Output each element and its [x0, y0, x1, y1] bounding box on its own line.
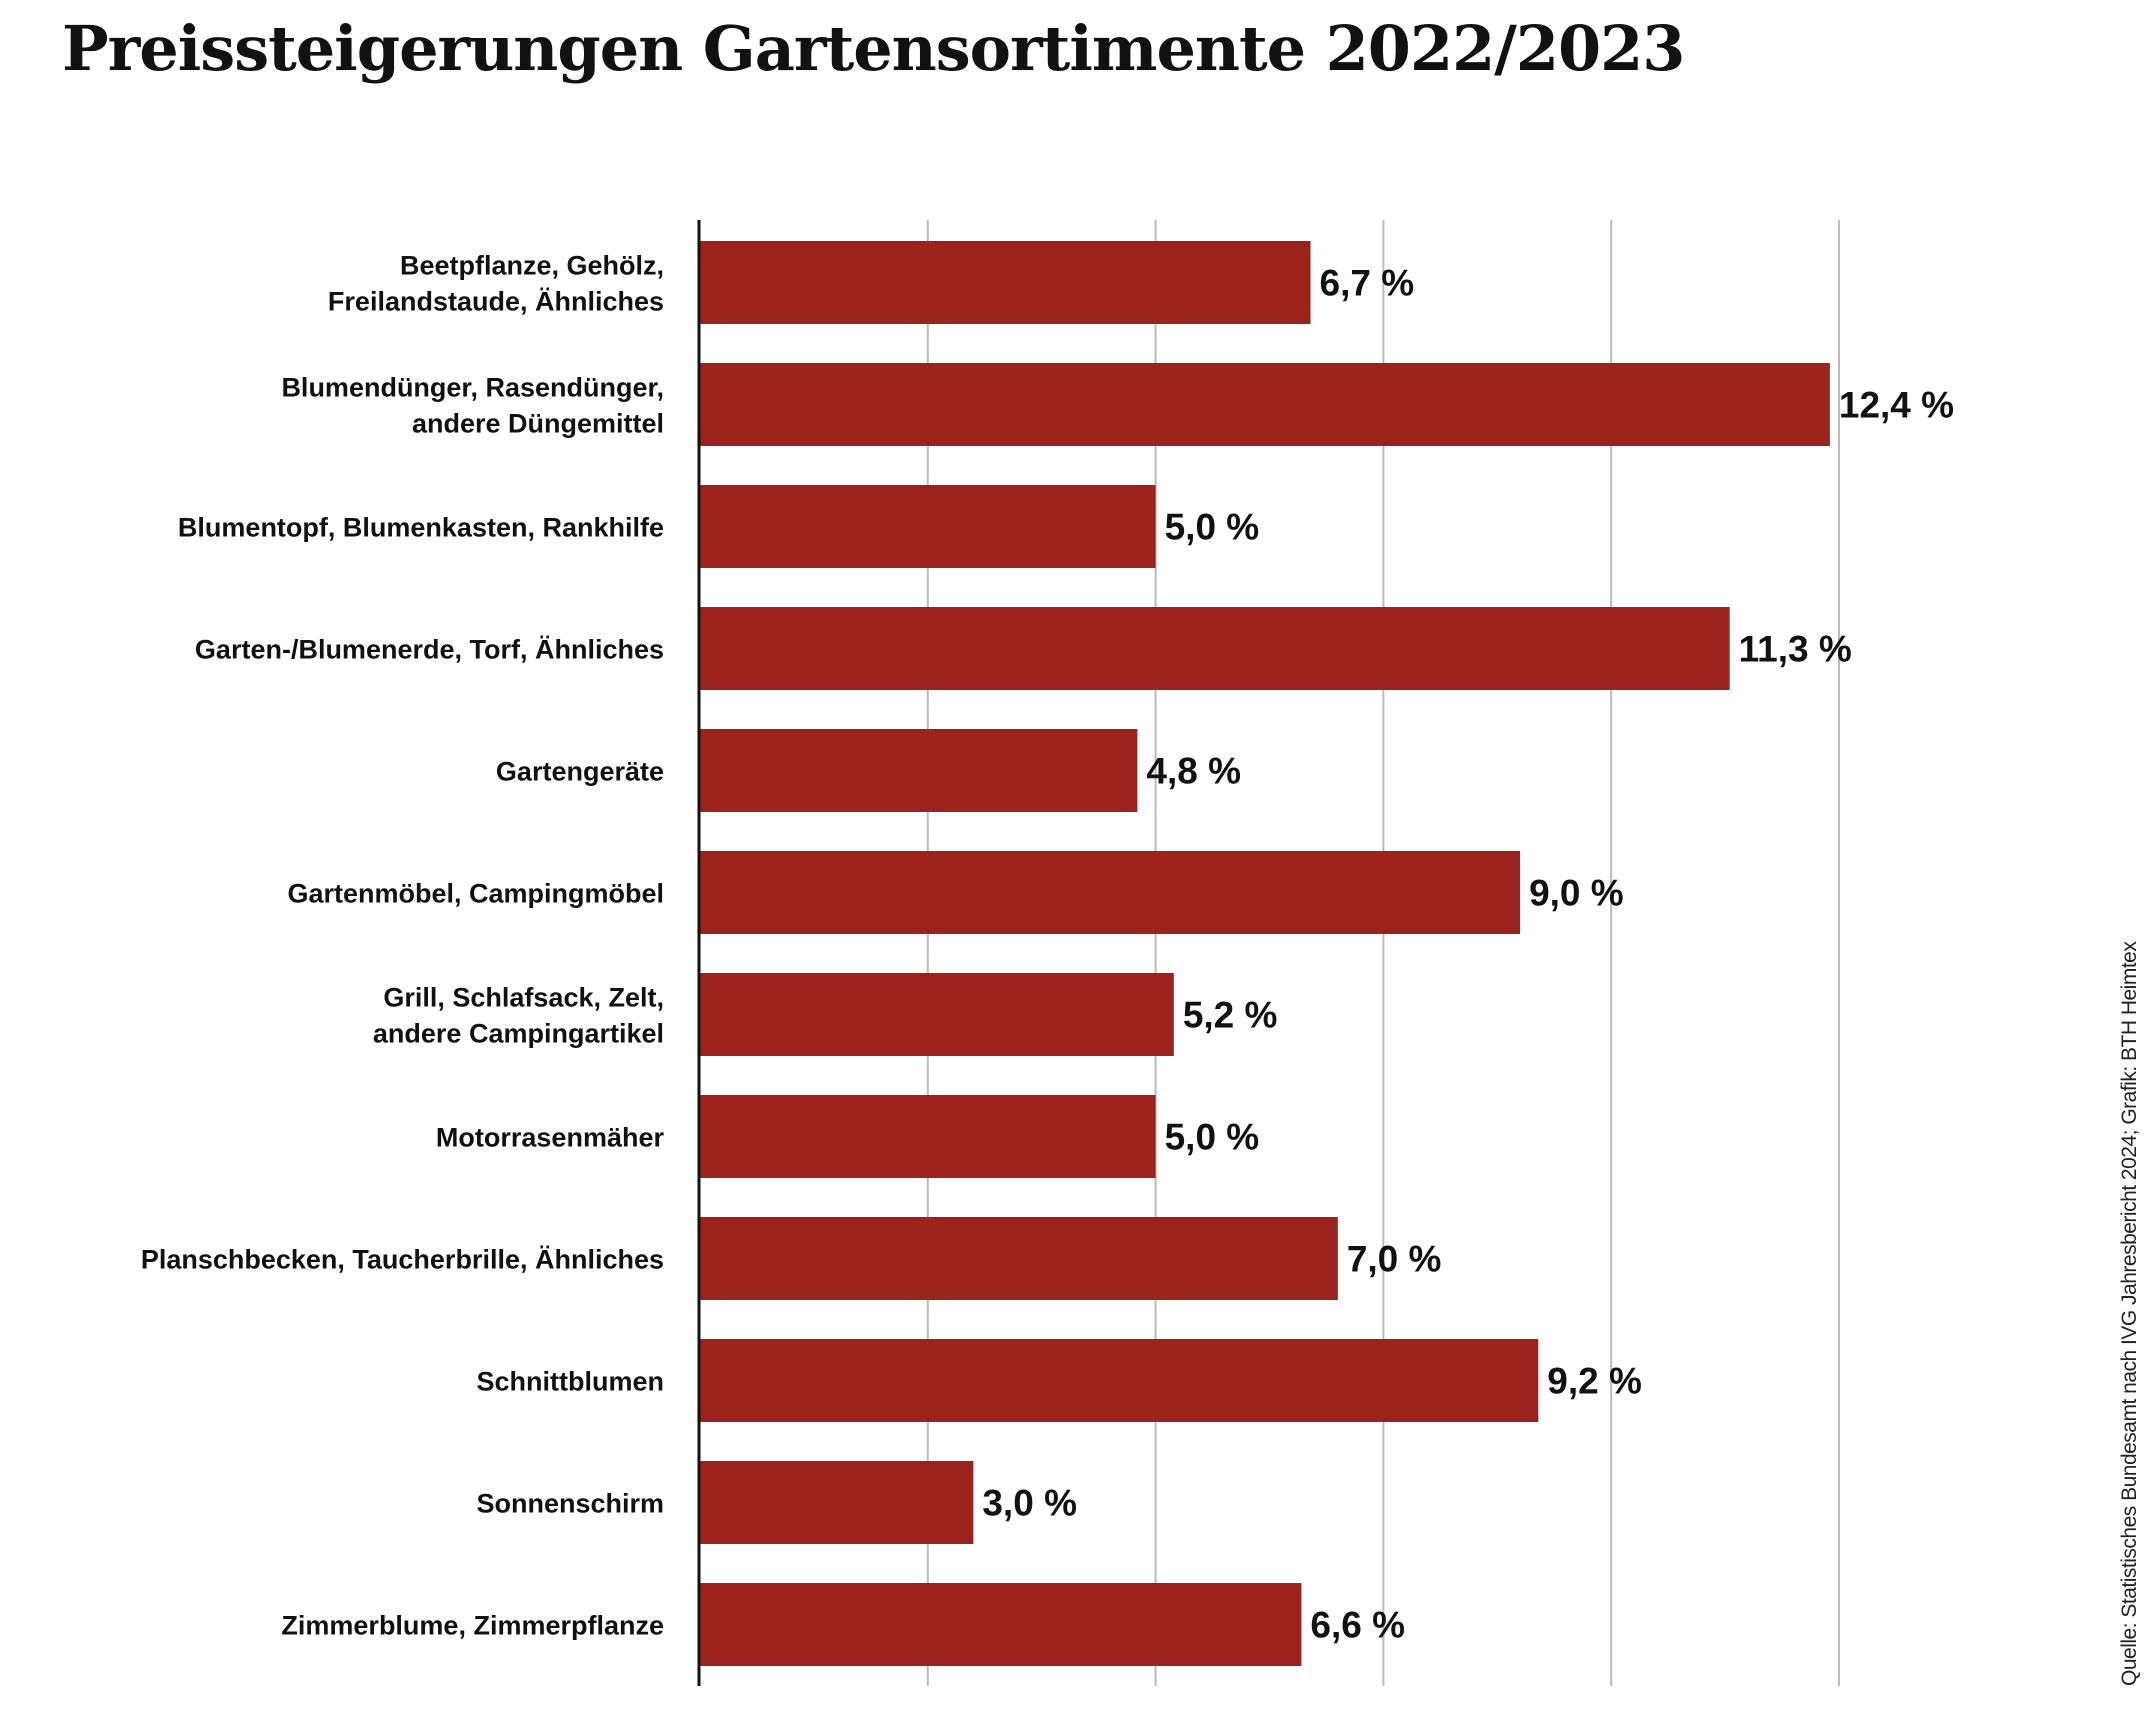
value-label: 9,2 %: [1547, 1361, 1642, 1402]
category-label: Gartengeräte: [496, 757, 664, 787]
bar: [700, 729, 1138, 812]
value-label: 12,4 %: [1839, 385, 1954, 426]
bar: [700, 1095, 1156, 1178]
value-label: 7,0 %: [1347, 1239, 1442, 1280]
bar: [700, 607, 1730, 690]
bar: [700, 1217, 1338, 1300]
bar: [700, 363, 1830, 446]
category-label: Blumendünger, Rasendünger, andere Düngemi…: [281, 373, 664, 439]
value-label: 5,0 %: [1165, 1117, 1260, 1158]
category-label: Beetpflanze, Gehölz, Freilandstaude, Ähnl…: [328, 251, 664, 317]
bar: [700, 241, 1311, 324]
bar: [700, 1461, 974, 1544]
category-label: Zimmerblume, Zimmerpflanze: [281, 1611, 664, 1641]
category-label: Schnittblumen: [477, 1367, 665, 1397]
source-note: Quelle: Statistisches Bundesamt nach IVG…: [2118, 941, 2141, 1686]
value-label: 3,0 %: [982, 1483, 1077, 1524]
category-label: Blumentopf, Blumenkasten, Rankhilfe: [178, 513, 664, 543]
bar: [700, 1339, 1539, 1422]
category-label: Sonnenschirm: [476, 1489, 664, 1519]
chart-title: Preissteigerungen Gartensortimente 2022/…: [62, 12, 1685, 85]
value-label: 6,7 %: [1320, 263, 1415, 304]
bar: [700, 851, 1521, 934]
value-label: 6,6 %: [1310, 1605, 1405, 1646]
value-label: 4,8 %: [1146, 751, 1241, 792]
bar: [700, 973, 1174, 1056]
category-label: Planschbecken, Taucherbrille, Ähnliches: [141, 1245, 664, 1275]
bar: [700, 485, 1156, 568]
value-label: 9,0 %: [1529, 873, 1624, 914]
category-label: Grill, Schlafsack, Zelt, andere Campingar…: [373, 983, 664, 1049]
bar: [700, 1583, 1302, 1666]
value-label: 5,0 %: [1165, 507, 1260, 548]
category-label: Gartenmöbel, Campingmöbel: [287, 879, 664, 909]
category-label: Motorrasenmäher: [436, 1123, 665, 1153]
value-label: 5,2 %: [1183, 995, 1278, 1036]
category-label: Garten-/Blumenerde, Torf, Ähnliches: [195, 635, 664, 665]
value-label: 11,3 %: [1739, 629, 1852, 670]
